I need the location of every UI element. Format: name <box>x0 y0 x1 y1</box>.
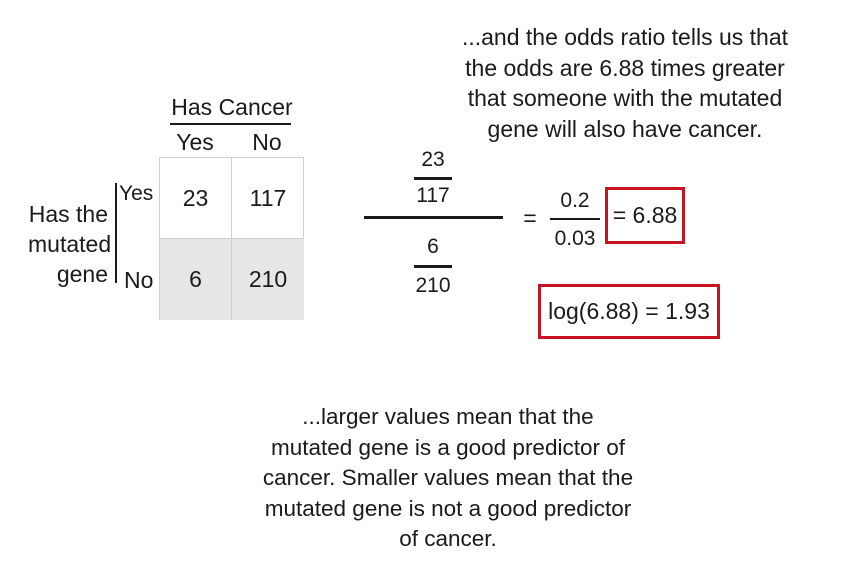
explanation-line: ...and the odds ratio tells us that <box>461 24 789 50</box>
explanation-line: gene will also have cancer. <box>487 115 763 142</box>
row-header-line: Has the <box>28 201 108 227</box>
interpretation-line: ...larger values mean that the <box>302 404 594 429</box>
interpretation-line: of cancer. <box>399 526 497 551</box>
bottom-fraction-bar <box>414 265 452 268</box>
row-header-line: mutated <box>28 231 112 257</box>
table-cell: 23 <box>160 158 232 239</box>
interpretation-line: mutated gene is a good predictor of <box>271 434 625 460</box>
column-header-underline <box>170 123 291 125</box>
row-header-divider <box>115 183 117 283</box>
ratio-fraction-bar <box>550 218 600 220</box>
table-cell: 117 <box>232 158 304 239</box>
odds-ratio-explanation: ...and the odds ratio tells us that the … <box>420 22 830 144</box>
column-label-yes: Yes <box>176 129 214 155</box>
row-label-yes: Yes <box>119 182 154 205</box>
log-odds-result-box: log(6.88) = 1.93 <box>538 284 720 339</box>
interpretation-line: cancer. Smaller values mean that the <box>262 465 634 490</box>
table-cell: 210 <box>232 239 304 320</box>
column-header: Has Cancer <box>171 94 293 120</box>
ratio-numerator: 0.2 <box>560 189 590 212</box>
top-fraction-bar <box>414 177 452 180</box>
column-label-no: No <box>252 129 282 155</box>
interpretation-text: ...larger values mean that the mutated g… <box>238 402 658 555</box>
equals-sign: = <box>523 205 537 231</box>
explanation-line: that someone with the mutated <box>467 85 783 111</box>
top-numerator: 23 <box>421 148 445 171</box>
bottom-denominator: 210 <box>415 274 451 297</box>
odds-ratio-result-box: = 6.88 <box>605 187 685 244</box>
row-header-line: gene <box>56 261 108 287</box>
contingency-table: 23 117 6 210 <box>159 157 304 320</box>
odds-ratio-result: = 6.88 <box>612 202 678 228</box>
explanation-line: the odds are 6.88 times greater <box>465 54 785 81</box>
row-header: Has the mutated gene <box>28 199 112 289</box>
row-label-no: No <box>124 267 154 293</box>
interpretation-line: mutated gene is not a good predictor <box>264 495 632 521</box>
ratio-denominator: 0.03 <box>554 227 596 250</box>
main-fraction-bar <box>364 216 503 219</box>
bottom-numerator: 6 <box>427 235 439 258</box>
top-denominator: 117 <box>416 184 450 207</box>
table-cell: 6 <box>160 239 232 320</box>
log-odds-result: log(6.88) = 1.93 <box>548 298 710 324</box>
